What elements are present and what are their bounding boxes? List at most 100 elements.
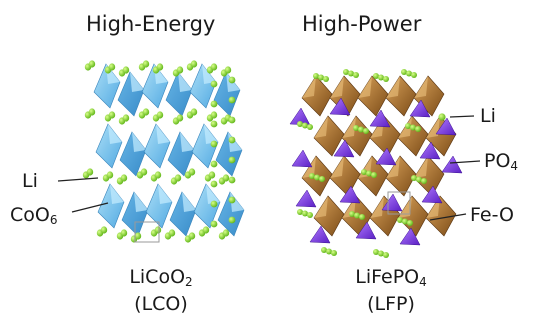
po4-tetrahedron <box>435 117 457 136</box>
li-ion <box>108 111 116 119</box>
feo-octahedron-face <box>358 76 372 98</box>
li-ion <box>210 160 218 168</box>
li-ion <box>302 122 308 129</box>
li-ion <box>361 169 367 175</box>
li-ion <box>202 226 210 234</box>
li-ion <box>210 180 218 188</box>
li-ion <box>190 108 198 116</box>
li-ion <box>106 171 114 179</box>
li-ion <box>210 111 218 119</box>
feo-octahedron-face <box>330 156 344 178</box>
coo6-label: CoO6 <box>10 204 58 227</box>
feo-pointer <box>429 213 467 221</box>
li-ion <box>297 121 303 127</box>
feo-octahedron-face <box>386 76 400 98</box>
li-ion <box>86 168 94 176</box>
li-ion <box>307 212 313 218</box>
unit-cell-outline <box>134 221 160 243</box>
li-ion <box>321 247 327 253</box>
coo6-octahedron-face <box>158 184 172 204</box>
li-ion <box>371 172 377 178</box>
feo-octahedron-face <box>414 76 428 98</box>
feo-octahedron-face <box>398 196 412 218</box>
li-ion <box>363 128 369 134</box>
coo6-octahedron-face <box>180 132 194 152</box>
li-ion <box>323 76 329 82</box>
lfp-li-ions <box>297 69 446 258</box>
lfp-formula-main: LiFePO <box>355 266 420 288</box>
po4-label-main: PO <box>484 150 511 172</box>
li-ion <box>373 73 379 79</box>
li-ion <box>358 126 364 133</box>
li-ion <box>438 113 446 121</box>
li-pointer-left <box>57 177 99 182</box>
li-label-left: Li <box>22 170 38 192</box>
li-ion <box>134 232 142 240</box>
lfp-crystal-structure <box>289 69 463 258</box>
li-ion <box>88 60 96 68</box>
feo-octahedron-face <box>314 196 328 218</box>
lfp-formula-sub: 4 <box>419 275 427 289</box>
li-ion <box>326 248 332 255</box>
li-ion <box>100 226 108 234</box>
lfp-abbrev: (LFP) <box>367 293 415 315</box>
li-ion <box>383 76 389 82</box>
li-ion <box>142 60 150 68</box>
li-ion <box>378 74 384 81</box>
li-label-right: Li <box>480 105 496 127</box>
li-ion <box>411 72 417 78</box>
li-ion <box>188 232 196 240</box>
li-ion <box>411 175 417 181</box>
coo6-octahedron-face <box>134 192 148 212</box>
li-ion <box>343 69 349 75</box>
li-ion <box>210 120 218 128</box>
po4-tetrahedron <box>375 147 397 166</box>
po4-tetrahedron <box>409 99 431 118</box>
li-ion <box>331 250 337 256</box>
li-ion <box>228 176 236 184</box>
feo-octahedron-face <box>342 116 356 138</box>
coo6-octahedron-face <box>156 124 170 144</box>
li-ion <box>410 124 416 131</box>
feo-octahedron <box>313 195 345 237</box>
po4-tetrahedron <box>309 225 331 244</box>
li-ion <box>176 66 184 74</box>
li-ion <box>210 140 218 148</box>
li-ion <box>208 171 216 179</box>
po4-pointer <box>449 160 481 164</box>
li-ion <box>120 174 128 182</box>
li-ion <box>309 173 315 179</box>
feo-octahedron-face <box>426 116 440 138</box>
li-ion <box>140 168 148 176</box>
li-ion <box>154 226 162 234</box>
po4-tetrahedra <box>289 97 463 246</box>
li-ion <box>302 210 308 217</box>
coo6-octahedra-layers <box>93 63 245 237</box>
po4-label: PO4 <box>484 150 518 173</box>
feo-octahedron <box>385 155 417 197</box>
feo-octahedron <box>425 195 457 237</box>
po4-tetrahedron <box>369 109 391 128</box>
feo-label: Fe-O <box>470 204 514 226</box>
feo-octahedron <box>329 75 361 117</box>
li-ion <box>378 250 384 257</box>
coo6-octahedron-face <box>178 72 192 92</box>
li-ion <box>222 174 230 182</box>
li-ion <box>353 125 359 131</box>
li-ion <box>402 218 408 225</box>
li-ion <box>319 176 325 182</box>
li-ion <box>397 217 403 223</box>
po4-label-sub: 4 <box>510 159 519 173</box>
coo6-label-sub: 6 <box>49 213 58 227</box>
li-ion <box>210 200 218 208</box>
li-ion <box>228 116 236 124</box>
feo-octahedron-face <box>330 76 344 98</box>
high-power-title: High-Power <box>302 12 422 36</box>
coo6-octahedron-face <box>130 72 144 92</box>
li-ion <box>176 114 184 122</box>
high-energy-title: High-Energy <box>86 12 216 36</box>
feo-octahedron <box>385 75 417 117</box>
po4-tetrahedron <box>339 185 361 204</box>
lco-crystal-structure <box>82 60 245 243</box>
